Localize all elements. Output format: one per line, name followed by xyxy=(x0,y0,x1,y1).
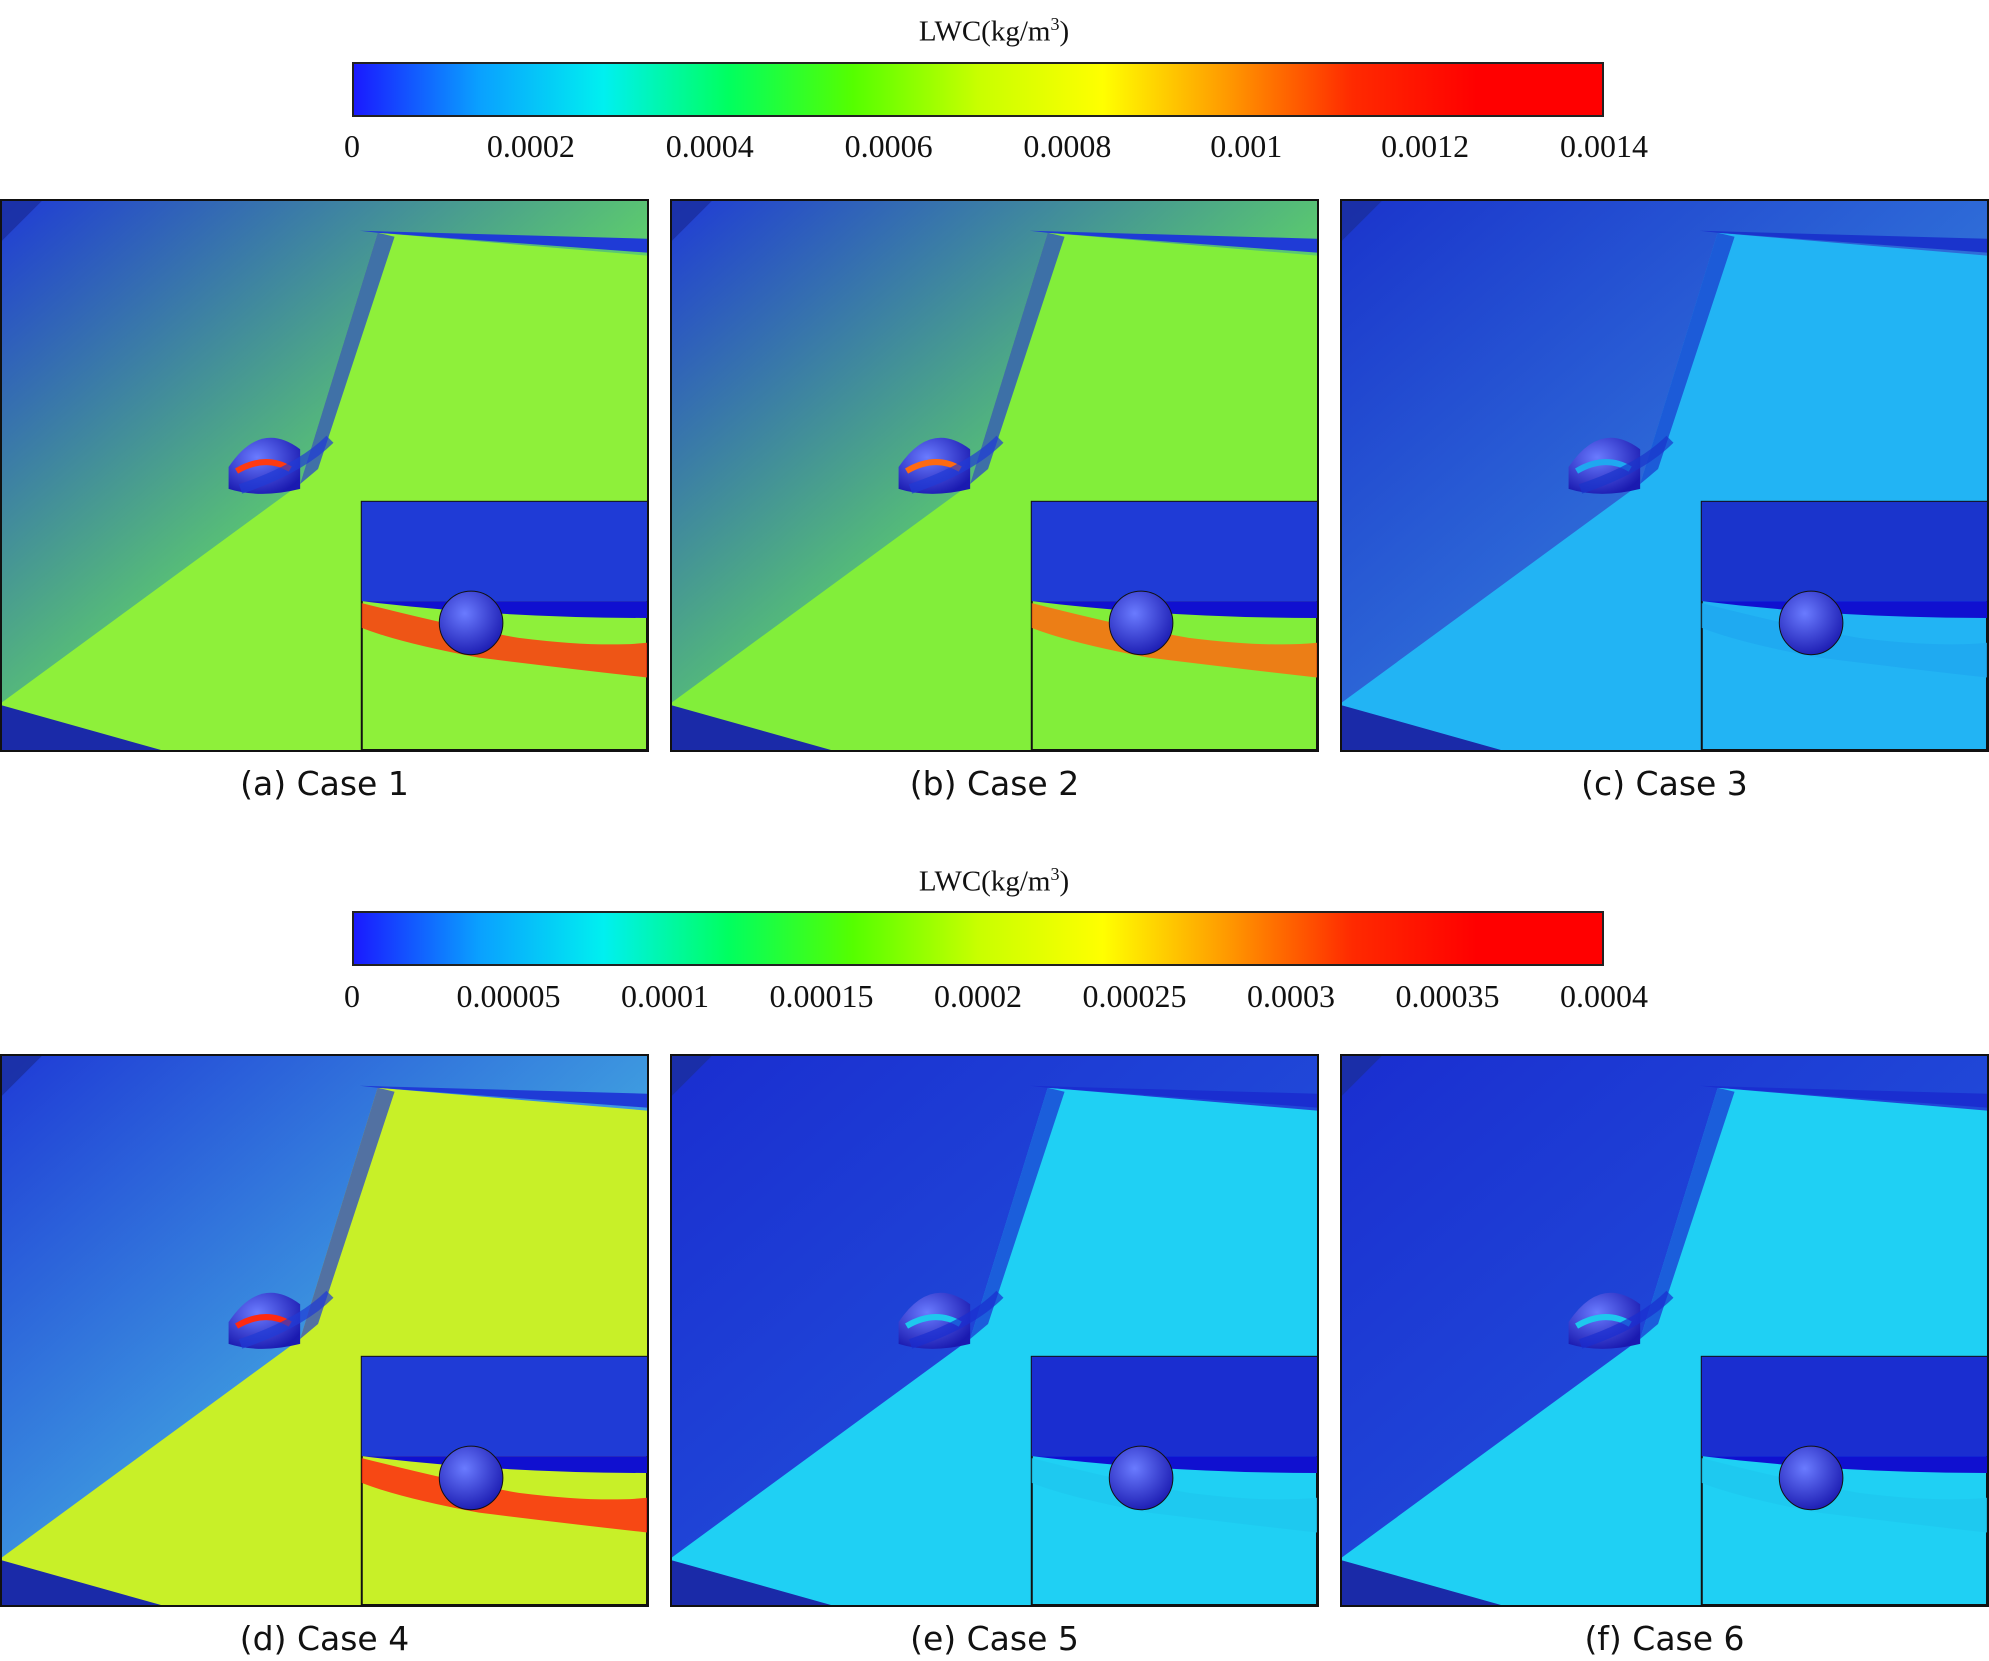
colorbar-tick-label: 0.0012 xyxy=(1381,128,1470,164)
colorbar-tick-label: 0.0002 xyxy=(486,128,575,164)
colorbar-tick-label: 0.0004 xyxy=(1560,978,1648,1014)
contour-panel xyxy=(0,199,649,752)
colorbar-tick-label: 0 xyxy=(344,128,360,164)
panel-caption: (f) Case 6 xyxy=(1584,1619,1745,1658)
panel-caption: (c) Case 3 xyxy=(1581,764,1748,803)
colorbar-tick-label: 0.0008 xyxy=(1023,128,1112,164)
contour-panel xyxy=(670,1054,1319,1607)
colorbar-tick-label: 0 xyxy=(344,978,360,1014)
colorbar-tick-label: 0.0006 xyxy=(844,128,933,164)
colorbar-tick-label: 0.00025 xyxy=(1082,978,1187,1014)
contour-panel xyxy=(1340,1054,1989,1607)
colorbar-1 xyxy=(352,62,1604,117)
colorbar-title-1: LWC(kg/m3) xyxy=(918,14,1070,48)
colorbar-tick-label: 0.00035 xyxy=(1395,978,1500,1014)
contour-panel xyxy=(670,199,1319,752)
colorbar-tick-label: 0.0003 xyxy=(1247,978,1335,1014)
colorbar-tick-label: 0.0001 xyxy=(621,978,709,1014)
panel-caption: (d) Case 4 xyxy=(239,1619,410,1658)
contour-panel xyxy=(1340,199,1989,752)
contour-panel xyxy=(0,1054,649,1607)
colorbar-tick-label: 0.0002 xyxy=(934,978,1022,1014)
colorbar-title-2: LWC(kg/m3) xyxy=(918,864,1070,898)
panel-caption: (e) Case 5 xyxy=(910,1619,1079,1658)
panel-caption: (b) Case 2 xyxy=(909,764,1080,803)
colorbar-tick-label: 0.0014 xyxy=(1560,128,1648,164)
panel-caption: (a) Case 1 xyxy=(240,764,409,803)
colorbar-tick-label: 0.001 xyxy=(1210,128,1283,164)
colorbar-2 xyxy=(352,911,1604,966)
colorbar-tick-label: 0.00015 xyxy=(769,978,874,1014)
colorbar-tick-label: 0.00005 xyxy=(456,978,561,1014)
colorbar-tick-label: 0.0004 xyxy=(665,128,754,164)
